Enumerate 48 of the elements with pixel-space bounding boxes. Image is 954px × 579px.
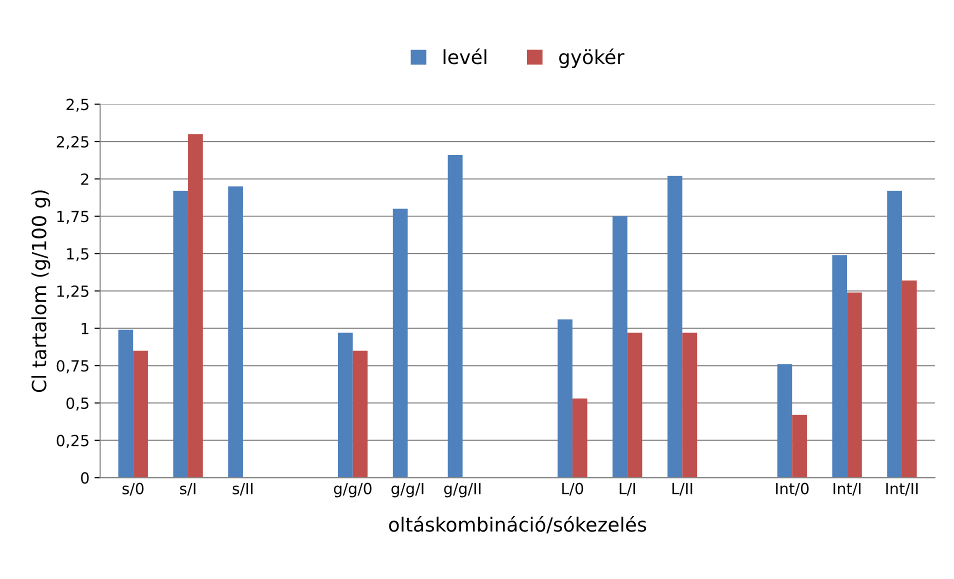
x-tick-label: g/g/I [391, 483, 424, 498]
x-tick-label: L/I [620, 483, 635, 496]
bar [682, 332, 698, 478]
bar [448, 155, 463, 478]
bar [352, 350, 368, 478]
bar [558, 319, 572, 478]
bar [832, 255, 848, 478]
legend-label: gyökér [559, 48, 624, 68]
bar [173, 190, 188, 478]
y-axis-title: Cl tartalom (g/100 g) [31, 190, 50, 392]
bar [572, 398, 588, 478]
y-tick-label: 2,5 [66, 98, 88, 112]
y-tick-label: 2,25 [56, 136, 88, 150]
y-tick-label: 1 [82, 322, 88, 334]
bar [627, 332, 642, 478]
bar [792, 414, 807, 478]
bar [887, 190, 902, 478]
x-axis-title: oltáskombináció/sókezelés [389, 516, 646, 534]
y-tick-label: 1,5 [67, 248, 88, 262]
bar [847, 292, 862, 478]
bar [338, 332, 353, 478]
bar [133, 350, 148, 478]
x-tick-label: s/0 [122, 482, 144, 496]
y-tick-label: 0,5 [66, 397, 88, 411]
y-tick-label: 1,25 [57, 285, 88, 299]
y-tick-label: 0,75 [56, 360, 88, 374]
x-tick-label: Int/0 [776, 482, 809, 496]
bar [612, 216, 628, 478]
bar [392, 208, 408, 478]
bar [902, 280, 917, 478]
x-tick-label: Int/II [886, 483, 918, 496]
y-tick-label: 2 [81, 173, 88, 185]
bar [188, 134, 203, 478]
x-tick-label: g/g/II [444, 483, 480, 498]
bar [777, 364, 792, 478]
x-tick-label: g/g/0 [334, 482, 372, 498]
x-tick-label: s/II [232, 483, 253, 496]
x-tick-label: Int/I [834, 483, 860, 496]
bar [118, 330, 134, 478]
bar [667, 176, 682, 478]
y-tick-label: 0 [81, 472, 89, 484]
y-tick-label: 0,25 [56, 434, 88, 448]
y-tick-label: 1,75 [57, 210, 88, 224]
x-tick-label: L/II [672, 483, 692, 496]
bar [228, 186, 243, 478]
legend-label: levél [444, 48, 486, 64]
x-tick-label: s/I [180, 483, 196, 496]
x-tick-label: L/0 [562, 482, 584, 496]
